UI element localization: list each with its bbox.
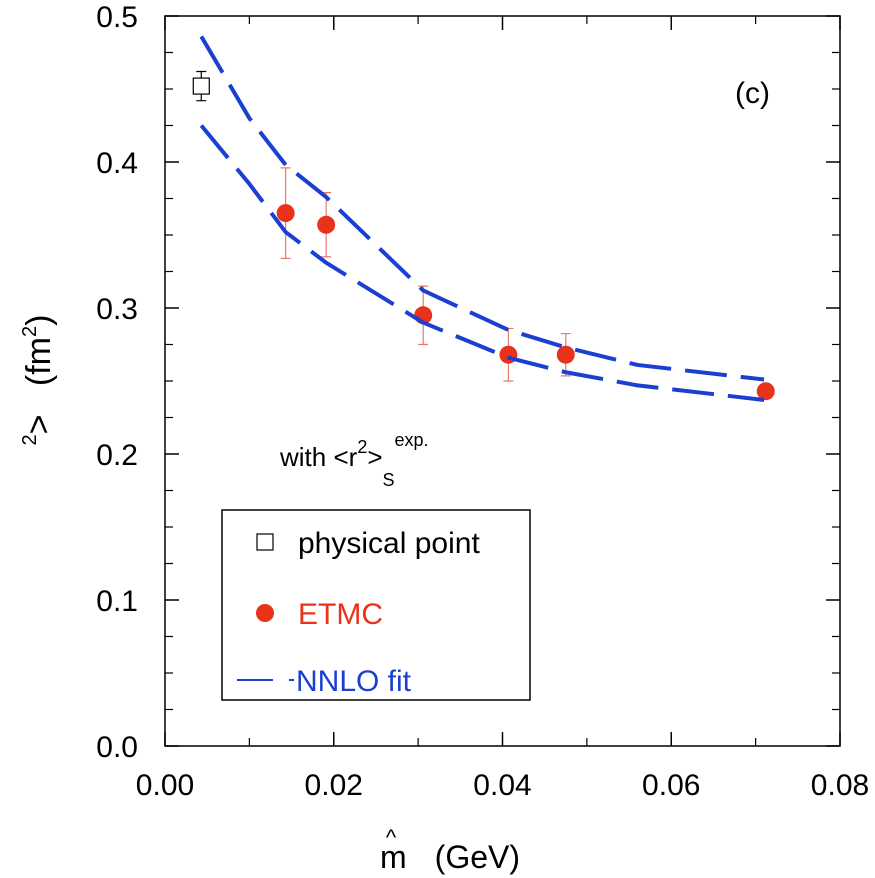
- x-label-hat: ^: [386, 825, 397, 850]
- annotation-part: >: [367, 442, 382, 472]
- x-tick-label: 0.08: [811, 769, 869, 802]
- fit-line: [199, 124, 765, 402]
- legend-label: NNLO fit: [296, 665, 412, 698]
- annotation-part: exp.: [395, 430, 429, 450]
- y-tick-label: 0.2: [96, 439, 138, 472]
- data-point: [556, 345, 575, 364]
- x-tick-label: 0.02: [305, 769, 363, 802]
- y-label: <r2> (fm2): [19, 315, 58, 446]
- y-label-part: 2: [19, 434, 41, 445]
- legend-label: physical point: [298, 527, 480, 560]
- y-tick-label: 0.3: [96, 293, 138, 326]
- legend-marker: [256, 604, 274, 622]
- legend-label: ETMC: [298, 598, 383, 631]
- annotation-part: S: [383, 470, 395, 490]
- y-label-part: > (fm: [20, 337, 58, 434]
- y-tick-label: 0.5: [96, 1, 138, 34]
- x-label: m (GeV): [380, 839, 520, 875]
- x-tick-label: 0.06: [642, 769, 700, 802]
- y-tick-label: 0.0: [96, 731, 138, 764]
- x-tick-label: 0.00: [136, 769, 194, 802]
- data-point: [276, 204, 295, 223]
- y-tick-label: 0.1: [96, 585, 138, 618]
- legend-marker: [256, 533, 274, 551]
- annotation-part: 2: [357, 437, 367, 457]
- x-label-unit: (GeV): [435, 839, 520, 875]
- x-tick-label: 0.04: [473, 769, 531, 802]
- panel-label: (c): [735, 77, 770, 110]
- data-point: [192, 77, 210, 95]
- y-tick-label: 0.4: [96, 147, 138, 180]
- y-label-part: ): [20, 315, 58, 326]
- data-point: [317, 215, 336, 234]
- x-label-symbol: m: [380, 839, 407, 875]
- fit-line: [199, 35, 765, 382]
- y-label-part: 2: [19, 326, 41, 337]
- annotation-part: with <r: [279, 442, 358, 472]
- data-point: [756, 382, 775, 401]
- annotation: with <r2>Sexp.: [279, 430, 429, 490]
